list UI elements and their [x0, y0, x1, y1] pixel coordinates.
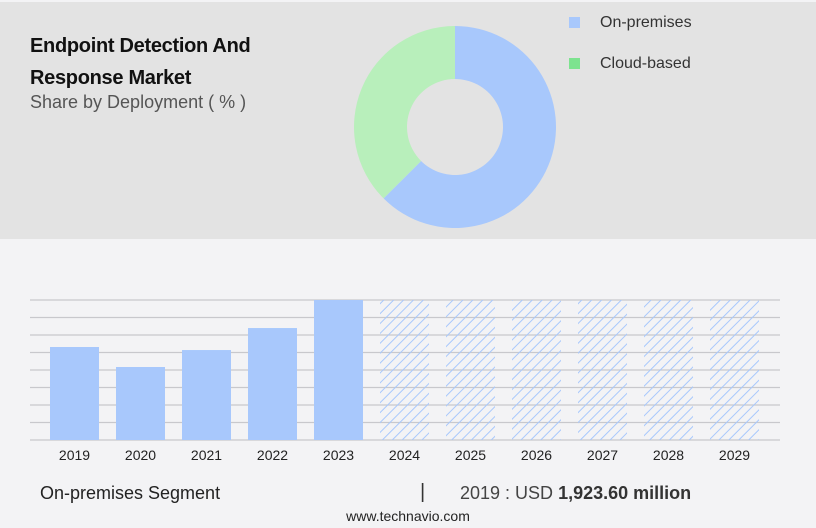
source-site: www.technavio.com: [346, 508, 470, 524]
bar-2022: [248, 328, 297, 440]
forecast-bar-2025: [446, 300, 495, 440]
legend-label: Cloud-based: [600, 55, 691, 72]
legend-swatch: [569, 17, 580, 29]
x-tick-label: 2026: [521, 447, 552, 463]
bar-2021: [182, 350, 231, 440]
bar-2023: [314, 300, 363, 440]
x-tick-label: 2019: [59, 447, 90, 463]
x-tick-label: 2022: [257, 447, 288, 463]
year-label: 2019 : USD: [460, 483, 554, 503]
donut-slice-on-premises: [383, 26, 556, 228]
bar-2020: [116, 367, 165, 440]
bar-2019: [50, 347, 99, 440]
forecast-bar-2028: [644, 300, 693, 440]
x-tick-label: 2020: [125, 447, 156, 463]
x-tick-label: 2029: [719, 447, 750, 463]
legend-item-on-premises: On-premises: [569, 14, 692, 32]
forecast-bar-2026: [512, 300, 561, 440]
chart-subtitle: Share by Deployment ( % ): [30, 92, 247, 112]
donut-slice-cloud-based: [353, 26, 455, 199]
legend-swatch: [569, 58, 580, 70]
x-tick-label: 2028: [653, 447, 684, 463]
title-line-2: Response Market: [30, 67, 192, 89]
forecast-bar-2024: [380, 300, 429, 440]
chart-title: Endpoint Detection And Response Market: [30, 30, 251, 94]
value-text: 1,923.60 million: [558, 483, 692, 503]
separator: |: [420, 481, 426, 503]
x-tick-label: 2027: [587, 447, 618, 463]
legend-item-cloud-based: Cloud-based: [569, 55, 691, 73]
x-tick-label: 2023: [323, 447, 354, 463]
segment-label: On-premises Segment: [40, 483, 221, 503]
legend-label: On-premises: [600, 14, 692, 31]
segment-value: 2019 : USD 1,923.60 million: [460, 483, 691, 504]
forecast-bar-2029: [710, 300, 759, 440]
x-tick-label: 2025: [455, 447, 486, 463]
x-tick-label: 2021: [191, 447, 222, 463]
forecast-bar-2027: [578, 300, 627, 440]
x-tick-label: 2024: [389, 447, 420, 463]
title-line-1: Endpoint Detection And: [30, 35, 251, 57]
